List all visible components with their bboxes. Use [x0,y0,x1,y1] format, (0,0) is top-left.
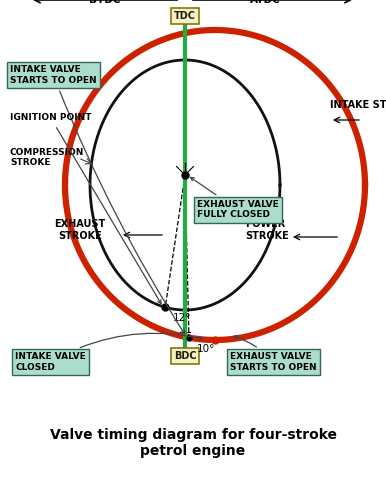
Text: COMPRESSION
STROKE: COMPRESSION STROKE [10,148,85,168]
Text: 12°: 12° [173,313,192,323]
Text: EXHAUST VALVE
STARTS TO OPEN: EXHAUST VALVE STARTS TO OPEN [230,336,317,372]
Text: TDC: TDC [174,11,196,21]
Text: IGNITION POINT: IGNITION POINT [10,114,161,304]
Text: EXHAUST VALVE
FULLY CLOSED: EXHAUST VALVE FULLY CLOSED [190,177,279,219]
Text: EXHAUST
STROKE: EXHAUST STROKE [54,219,106,241]
Text: BTDC: BTDC [89,0,121,5]
Text: INTAKE VALVE
STARTS TO OPEN: INTAKE VALVE STARTS TO OPEN [10,65,185,334]
Text: ATDC: ATDC [250,0,280,5]
Text: BDC: BDC [174,351,196,361]
Text: Valve timing diagram for four-stroke
petrol engine: Valve timing diagram for four-stroke pet… [49,428,337,458]
Text: INTAKE VALVE
CLOSED: INTAKE VALVE CLOSED [15,333,203,372]
Text: POWER
STROKE: POWER STROKE [245,219,289,241]
Text: INTAKE STROKE: INTAKE STROKE [330,100,386,110]
Text: 10°: 10° [197,343,215,354]
